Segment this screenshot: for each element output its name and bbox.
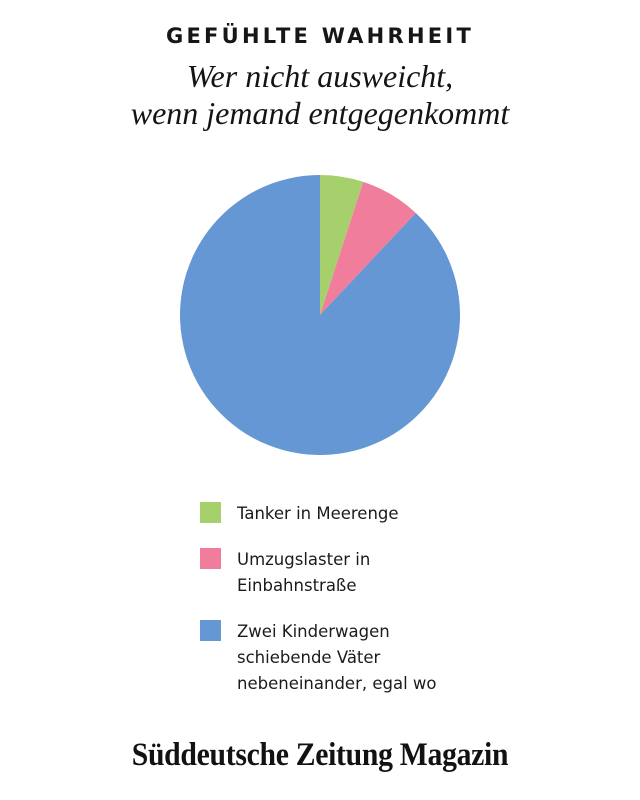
legend-item: Umzugslaster in Einbahnstraße bbox=[200, 547, 437, 599]
legend-swatch-blue bbox=[200, 620, 221, 641]
legend-item-label: Umzugslaster in Einbahnstraße bbox=[237, 550, 371, 595]
pie-slice bbox=[180, 175, 461, 455]
pie-chart-container bbox=[180, 175, 461, 455]
chart-title: Wer nicht ausweicht, wenn jemand entgege… bbox=[130, 58, 510, 131]
legend-item: Zwei Kinderwagen schiebende Väter nebene… bbox=[200, 619, 437, 697]
legend-item-label: Tanker in Meerenge bbox=[237, 504, 399, 523]
legend-swatch-green bbox=[200, 502, 221, 523]
chart-legend: Tanker in Meerenge Umzugslaster in Einba… bbox=[200, 501, 437, 717]
legend-item-label: Zwei Kinderwagen schiebende Väter nebene… bbox=[237, 622, 437, 693]
legend-item: Tanker in Meerenge bbox=[200, 501, 437, 527]
pie-slice bbox=[320, 175, 364, 315]
series-kicker: GEFÜHLTE WAHRHEIT bbox=[165, 24, 475, 48]
legend-swatch-pink bbox=[200, 548, 221, 569]
magazine-logo: Süddeutsche Zeitung Magazin bbox=[131, 737, 509, 773]
pie-slice bbox=[320, 181, 416, 315]
pie-chart bbox=[180, 175, 461, 455]
